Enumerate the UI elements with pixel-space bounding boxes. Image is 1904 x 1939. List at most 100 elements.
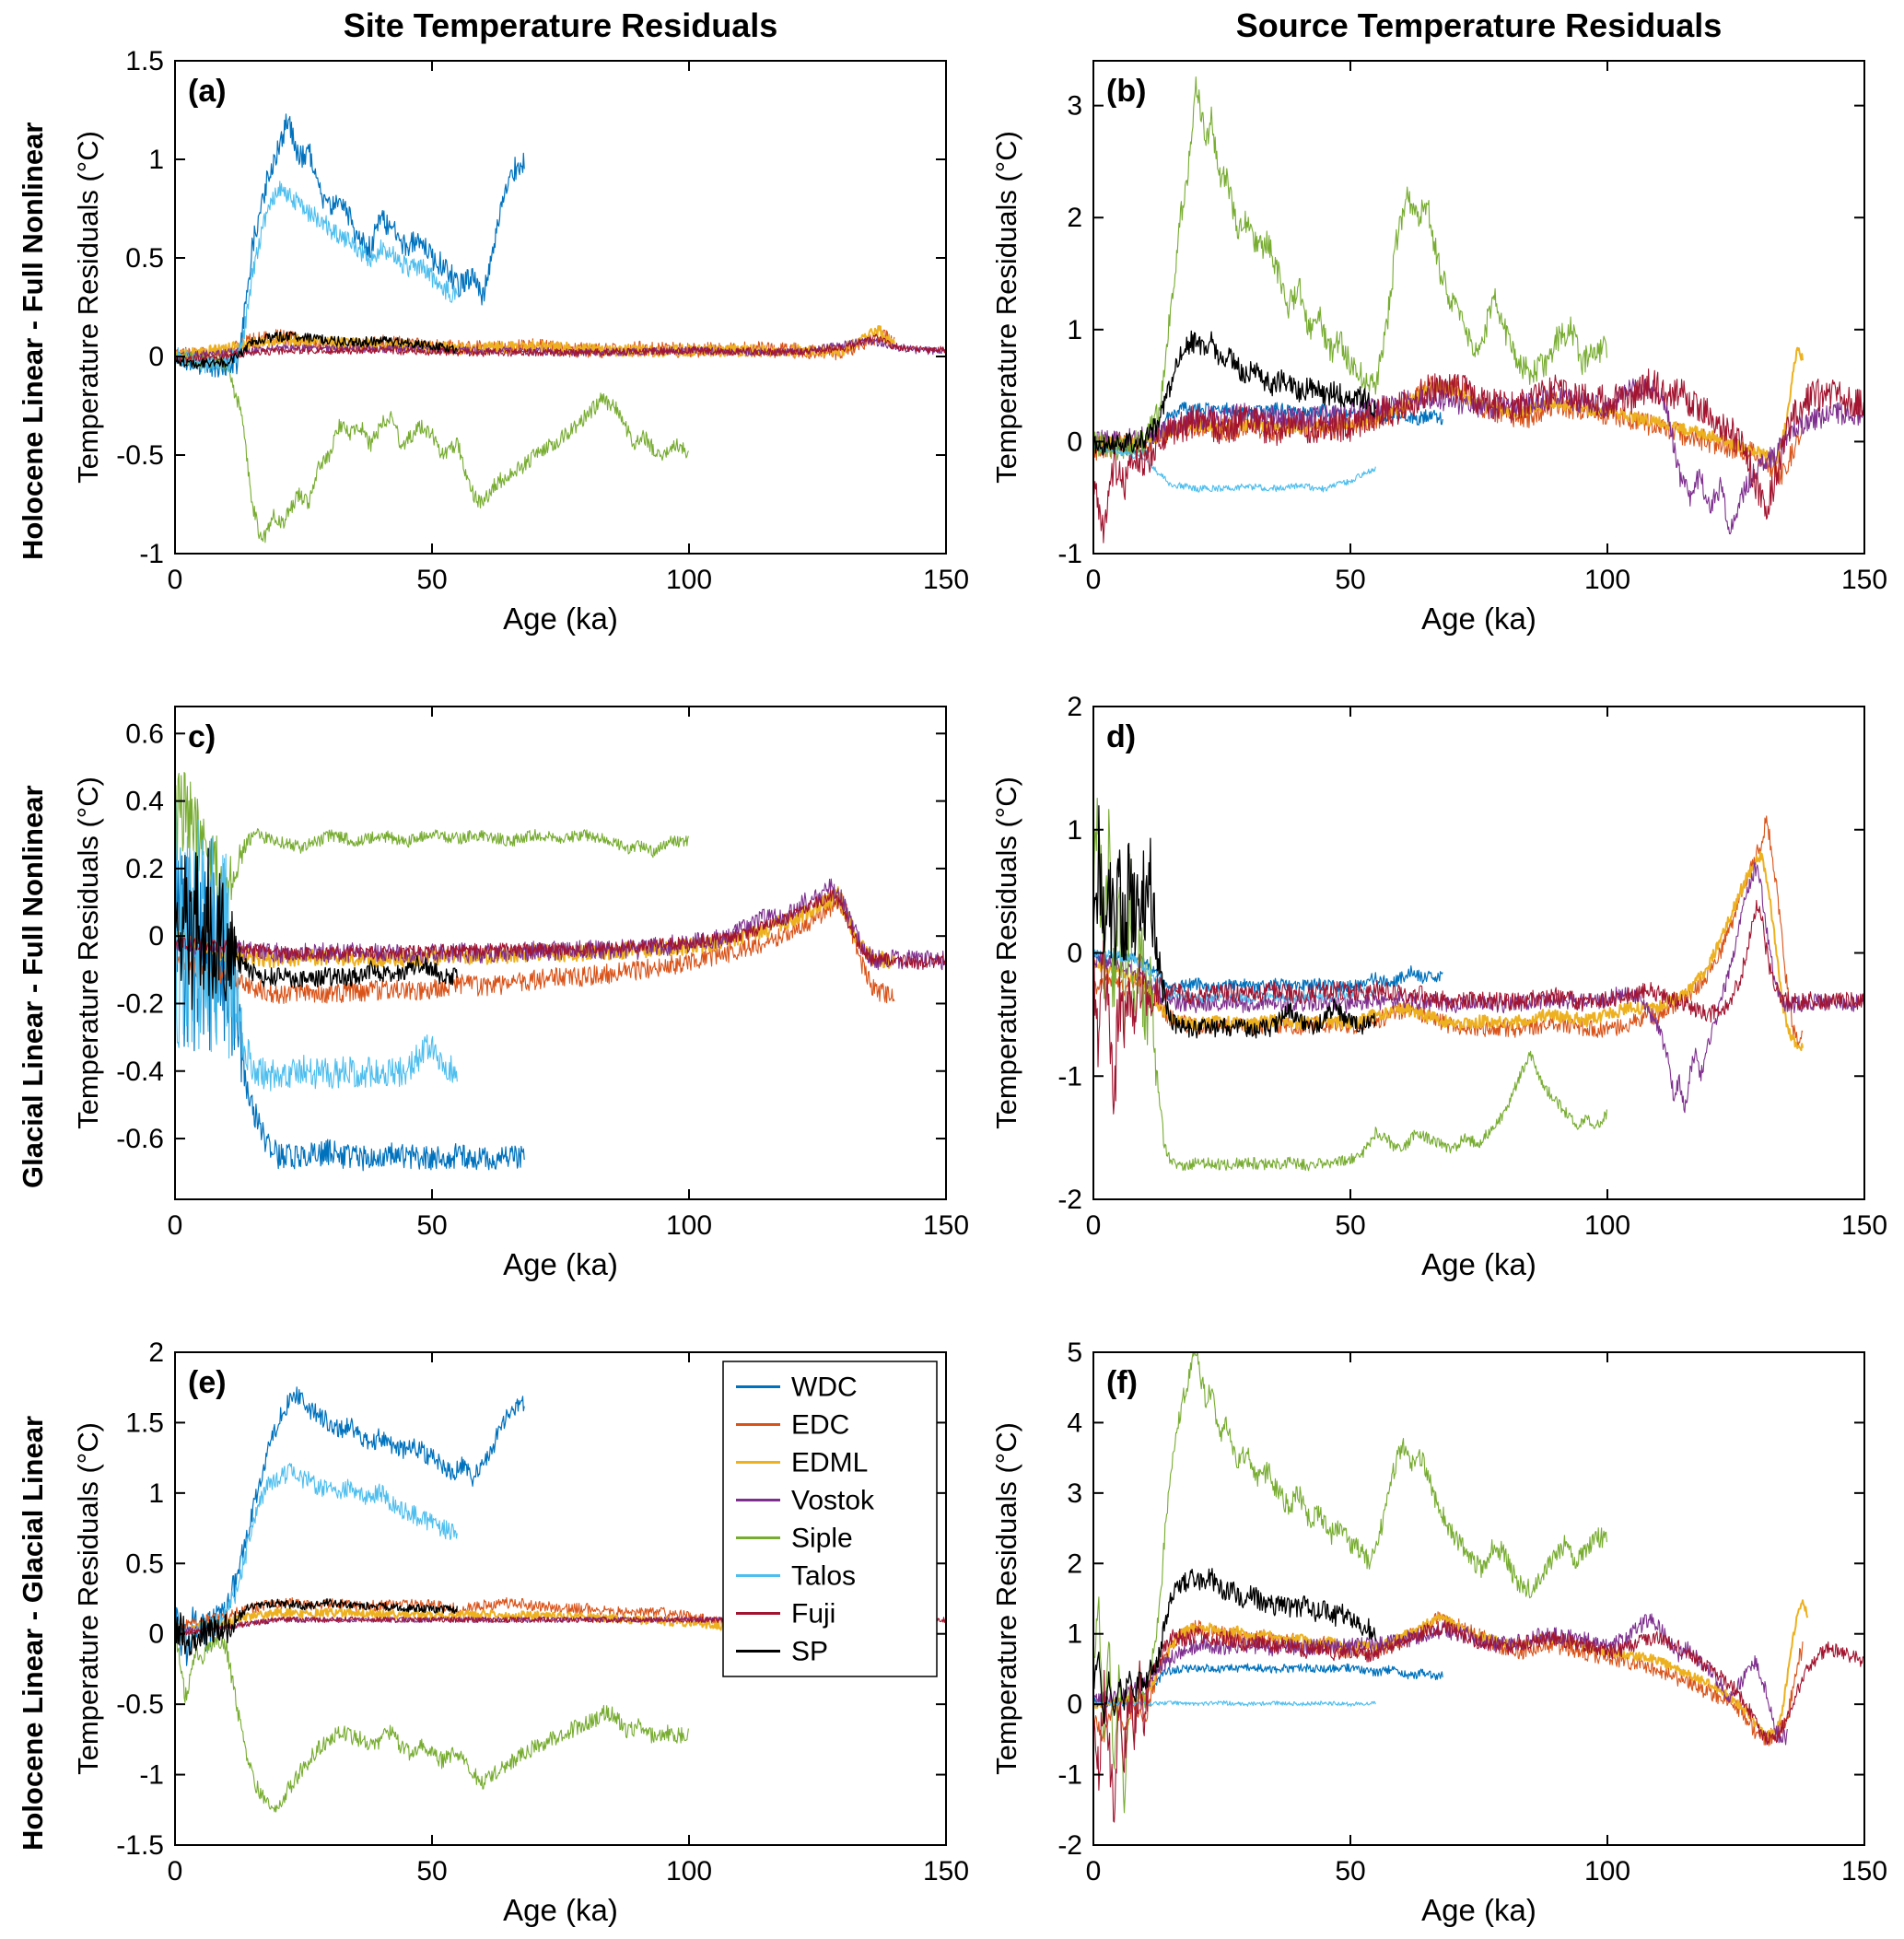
x-tick-label: 100 bbox=[666, 565, 712, 595]
series-siple bbox=[175, 351, 689, 543]
series-fuji bbox=[1093, 1619, 1864, 1823]
row-label-holocene-linear-full-nonlinear: Holocene Linear - Full Nonlinear bbox=[17, 122, 49, 561]
row-label-holocene-linear-glacial-linear: Holocene Linear - Glacial Linear bbox=[17, 1415, 49, 1851]
series-sp bbox=[1093, 1568, 1376, 1724]
x-axis-label: Age (ka) bbox=[503, 1247, 618, 1281]
legend-label-wdc: WDC bbox=[791, 1372, 858, 1403]
series-talos bbox=[175, 181, 458, 374]
series-sp bbox=[175, 1598, 458, 1656]
x-tick-label: 50 bbox=[1335, 565, 1365, 595]
y-tick-label: 1.5 bbox=[125, 46, 164, 76]
legend-label-talos: Talos bbox=[791, 1561, 856, 1592]
y-tick-label: 2 bbox=[148, 1337, 164, 1368]
x-tick-label: 150 bbox=[1841, 565, 1887, 595]
y-tick-label: -2 bbox=[1057, 1830, 1082, 1861]
y-tick-label: -0.4 bbox=[116, 1057, 164, 1087]
y-tick-label: 1 bbox=[148, 1478, 164, 1509]
plot-box bbox=[174, 706, 947, 1200]
series-siple bbox=[1093, 1352, 1607, 1814]
y-tick-label: 0.6 bbox=[125, 718, 164, 749]
series-siple bbox=[1093, 76, 1607, 461]
panel-letter: (a) bbox=[188, 74, 227, 109]
x-axis-label: Age (ka) bbox=[503, 602, 618, 636]
y-tick-label: 2 bbox=[1067, 203, 1082, 233]
y-tick-label: 0.2 bbox=[125, 854, 164, 884]
panel-letter: (b) bbox=[1106, 74, 1146, 109]
y-tick-label: -1.5 bbox=[116, 1830, 164, 1861]
legend: WDC EDC EDML Vostok Siple Talos Fuji SP bbox=[722, 1361, 938, 1677]
x-tick-label: 50 bbox=[416, 1210, 447, 1241]
series-wdc bbox=[175, 1386, 525, 1666]
y-tick-label: 2 bbox=[1067, 692, 1082, 722]
y-tick-label: 1 bbox=[148, 145, 164, 175]
chart-svg-e: 0 50 100 150 -1.5 -1 -0.5 0 0.5 1 1.5 2 Age (ka) Temp… bbox=[66, 1291, 974, 1935]
chart-panel-c: 0 50 100 150 -0.6 -0.4 -0.2 0 0.2 0.4 0.6 Age (ka) T… bbox=[66, 646, 985, 1291]
chart-svg-a: 0 50 100 150 -1 -0.5 0 0.5 1 1.5 Age (ka) Temperatu… bbox=[66, 0, 974, 644]
plot-box bbox=[174, 1351, 947, 1846]
y-tick-label: 5 bbox=[1067, 1337, 1082, 1368]
series-sp bbox=[175, 331, 458, 369]
y-tick-label: -0.2 bbox=[116, 988, 164, 1019]
x-tick-label: 100 bbox=[1584, 1210, 1630, 1241]
chart-svg-c: 0 50 100 150 -0.6 -0.4 -0.2 0 0.2 0.4 0.6 Age (ka) T… bbox=[66, 646, 974, 1290]
x-tick-label: 0 bbox=[168, 565, 183, 595]
y-tick-label: 1 bbox=[1067, 315, 1082, 345]
legend-label-sp: SP bbox=[791, 1637, 828, 1667]
x-tick-label: 50 bbox=[416, 565, 447, 595]
y-tick-label: 4 bbox=[1067, 1408, 1082, 1438]
x-tick-label: 150 bbox=[923, 1210, 969, 1241]
x-tick-label: 50 bbox=[416, 1856, 447, 1886]
x-axis-label: Age (ka) bbox=[503, 1893, 618, 1927]
column-title: Site Temperature Residuals bbox=[344, 6, 778, 44]
series-talos bbox=[175, 801, 458, 1092]
row-label-glacial-linear-full-nonlinear: Glacial Linear - Full Nonlinear bbox=[17, 785, 49, 1189]
series-talos bbox=[175, 1463, 458, 1649]
x-tick-label: 0 bbox=[168, 1856, 183, 1886]
y-tick-label: 0 bbox=[148, 921, 164, 952]
x-tick-label: 0 bbox=[1086, 565, 1102, 595]
x-tick-label: 100 bbox=[1584, 565, 1630, 595]
y-tick-label: 0.5 bbox=[125, 243, 164, 274]
y-tick-label: -1 bbox=[1057, 1760, 1082, 1791]
y-tick-label: 1.5 bbox=[125, 1408, 164, 1438]
legend-label-fuji: Fuji bbox=[791, 1599, 835, 1629]
chart-panel-a: 0 50 100 150 -1 -0.5 0 0.5 1 1.5 Age (ka) Temperatu… bbox=[66, 0, 985, 646]
panel-letter: (e) bbox=[188, 1365, 227, 1400]
x-tick-label: 0 bbox=[1086, 1210, 1102, 1241]
y-tick-label: -1 bbox=[139, 539, 164, 569]
legend-label-edc: EDC bbox=[791, 1410, 849, 1441]
legend-label-siple: Siple bbox=[791, 1524, 853, 1554]
y-tick-label: 0 bbox=[1067, 426, 1082, 457]
series-sp bbox=[1093, 805, 1376, 1039]
panel-letter: (f) bbox=[1106, 1365, 1138, 1400]
x-tick-label: 50 bbox=[1335, 1210, 1365, 1241]
y-axis-label: Temperature Residuals (°C) bbox=[990, 131, 1022, 484]
series-edml bbox=[1093, 346, 1804, 464]
x-tick-label: 0 bbox=[1086, 1856, 1102, 1886]
panel-letter: d) bbox=[1106, 719, 1136, 754]
chart-svg-d: 0 50 100 150 -2 -1 0 1 2 Age (ka) Temperature Resi… bbox=[985, 646, 1892, 1290]
series-siple bbox=[175, 772, 689, 906]
column-title: Source Temperature Residuals bbox=[1236, 6, 1723, 44]
legend-label-edml: EDML bbox=[791, 1448, 868, 1478]
y-tick-label: 3 bbox=[1067, 91, 1082, 122]
y-axis-label: Temperature Residuals (°C) bbox=[72, 1422, 104, 1775]
chart-panel-b: 0 50 100 150 -1 0 1 2 3 Age (ka) Temperature Resid… bbox=[985, 0, 1904, 646]
x-tick-label: 100 bbox=[666, 1210, 712, 1241]
chart-svg-f: 0 50 100 150 -2 -1 0 1 2 3 4 5 Age (ka) Temperature R… bbox=[985, 1291, 1892, 1935]
series-siple bbox=[175, 1626, 689, 1813]
chart-panel-e: 0 50 100 150 -1.5 -1 -0.5 0 0.5 1 1.5 2 Age (ka) Temp… bbox=[66, 1291, 985, 1937]
legend-label-vostok: Vostok bbox=[791, 1486, 875, 1516]
plot-box bbox=[1092, 60, 1865, 555]
chart-panel-f: 0 50 100 150 -2 -1 0 1 2 3 4 5 Age (ka) Temperature R… bbox=[985, 1291, 1904, 1937]
series-fuji bbox=[175, 889, 946, 970]
series-talos bbox=[1093, 1700, 1376, 1707]
y-axis-label: Temperature Residuals (°C) bbox=[72, 131, 104, 484]
series-sp bbox=[1093, 330, 1376, 456]
y-tick-label: -1 bbox=[1057, 539, 1082, 569]
y-tick-label: 3 bbox=[1067, 1478, 1082, 1509]
y-tick-label: 0 bbox=[1067, 1689, 1082, 1720]
y-axis-label: Temperature Residuals (°C) bbox=[72, 777, 104, 1129]
x-tick-label: 0 bbox=[168, 1210, 183, 1241]
